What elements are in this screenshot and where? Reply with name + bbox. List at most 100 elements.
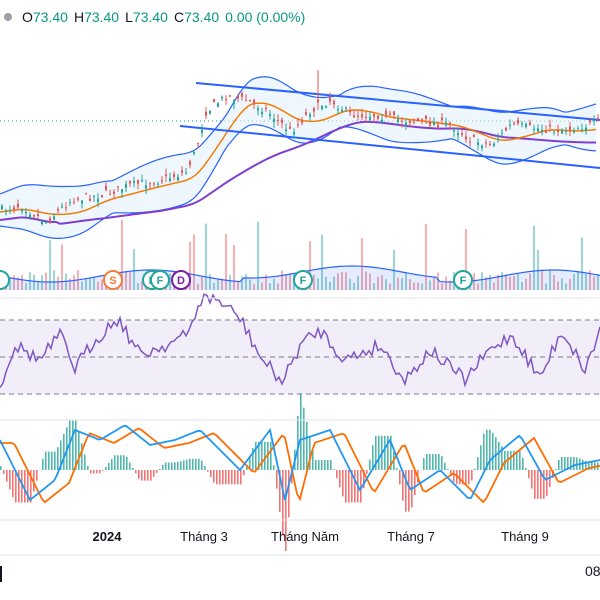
macd-histogram-bar (90, 470, 92, 474)
volume-bar (137, 283, 139, 290)
macd-histogram-bar (237, 470, 239, 485)
candle-body (193, 152, 195, 154)
candle-body (21, 209, 23, 212)
candle-body (409, 120, 411, 124)
candle-body (421, 119, 423, 121)
macd-histogram-bar (468, 470, 470, 485)
macd-histogram-bar (51, 451, 53, 470)
candle-body (281, 119, 283, 123)
volume-bar (597, 274, 599, 290)
macd-histogram-bar (543, 470, 545, 499)
volume-bar (321, 234, 323, 290)
candle-body (197, 143, 199, 145)
rsi-pane[interactable] (0, 293, 600, 395)
volume-bar (333, 276, 335, 290)
volume-bar (325, 276, 327, 290)
volume-bar (465, 229, 467, 290)
candle-body (341, 109, 343, 112)
macd-histogram-bar (567, 457, 569, 470)
macd-histogram-bar (54, 451, 56, 470)
macd-histogram-bar (540, 470, 542, 499)
candle-body (533, 129, 535, 131)
candle-body (453, 130, 455, 132)
macd-histogram-bar (315, 460, 317, 470)
macd-histogram-bar (0, 466, 2, 470)
macd-histogram-bar (276, 470, 278, 489)
candle-body (417, 118, 419, 122)
macd-histogram-bar (408, 470, 410, 512)
volume-bar (93, 276, 95, 290)
volume-bar (121, 219, 123, 290)
volume-bar (389, 283, 391, 290)
volume-bar (317, 278, 319, 290)
candle-body (125, 184, 127, 188)
macd-pane[interactable] (0, 393, 600, 552)
macd-histogram-bar (444, 462, 446, 470)
macd-histogram-bar (297, 415, 299, 470)
candle-body (109, 193, 111, 195)
volume-bar (41, 275, 43, 290)
macd-histogram-bar (363, 470, 365, 489)
candle-body (393, 111, 395, 116)
candle-body (49, 218, 51, 222)
volume-bar (365, 271, 367, 290)
time-axis: 2024 Tháng 3 Tháng Năm Tháng 7 Tháng 9 (0, 297, 600, 582)
low-label: L (125, 9, 133, 25)
volume-bar (265, 274, 267, 290)
x-tick-label: Tháng 9 (501, 529, 549, 544)
volume-bar (501, 272, 503, 290)
volume-bar (573, 274, 575, 290)
volume-bar (245, 274, 247, 290)
candle-body (233, 100, 235, 104)
volume-bar (289, 274, 291, 290)
volume-bar (553, 275, 555, 290)
macd-histogram-bar (228, 470, 230, 485)
macd-histogram-bar (555, 468, 557, 470)
x-tick-label: 2024 (93, 529, 123, 544)
macd-histogram-bar (12, 470, 14, 498)
macd-histogram-bar (138, 470, 140, 479)
candle-body (493, 143, 495, 146)
candle-body (69, 201, 71, 203)
candle-body (433, 122, 435, 126)
macd-histogram-bar (483, 433, 485, 470)
volume-bar (329, 281, 331, 290)
macd-histogram-bar (378, 435, 380, 470)
price-pane[interactable] (0, 70, 600, 290)
candle-body (129, 181, 131, 184)
macd-histogram-bar (96, 470, 98, 474)
candle-body (553, 131, 555, 133)
candle-body (441, 117, 443, 121)
macd-histogram-bar (156, 470, 158, 473)
candle-body (57, 208, 59, 211)
volume-bar (269, 283, 271, 290)
candle-body (185, 172, 187, 174)
event-marker-s: S (103, 270, 123, 290)
volume-bar (513, 275, 515, 290)
macd-histogram-bar (18, 470, 20, 503)
volume-bar (485, 276, 487, 290)
macd-histogram-bar (513, 450, 515, 470)
volume-bar (25, 283, 27, 290)
candle-body (369, 116, 371, 121)
macd-histogram-bar (453, 470, 455, 483)
macd-histogram-bar (480, 445, 482, 470)
candle-body (33, 215, 35, 217)
candle-body (373, 113, 375, 117)
volume-bar (221, 278, 223, 290)
macd-histogram-bar (45, 451, 47, 470)
volume-bar (525, 278, 527, 290)
macd-histogram-bar (195, 458, 197, 470)
close-value: 73.40 (184, 9, 220, 25)
event-markers[interactable]: SFFDFF (0, 270, 473, 290)
macd-histogram-bar (336, 470, 338, 479)
volume-bar (437, 272, 439, 290)
volume-bar (49, 240, 51, 290)
volume-bar (9, 276, 11, 290)
macd-histogram-bar (258, 441, 260, 470)
event-marker-letter: F (157, 275, 164, 287)
macd-histogram-bar (426, 453, 428, 470)
volume-bar (233, 245, 235, 290)
candle-body (309, 114, 311, 117)
